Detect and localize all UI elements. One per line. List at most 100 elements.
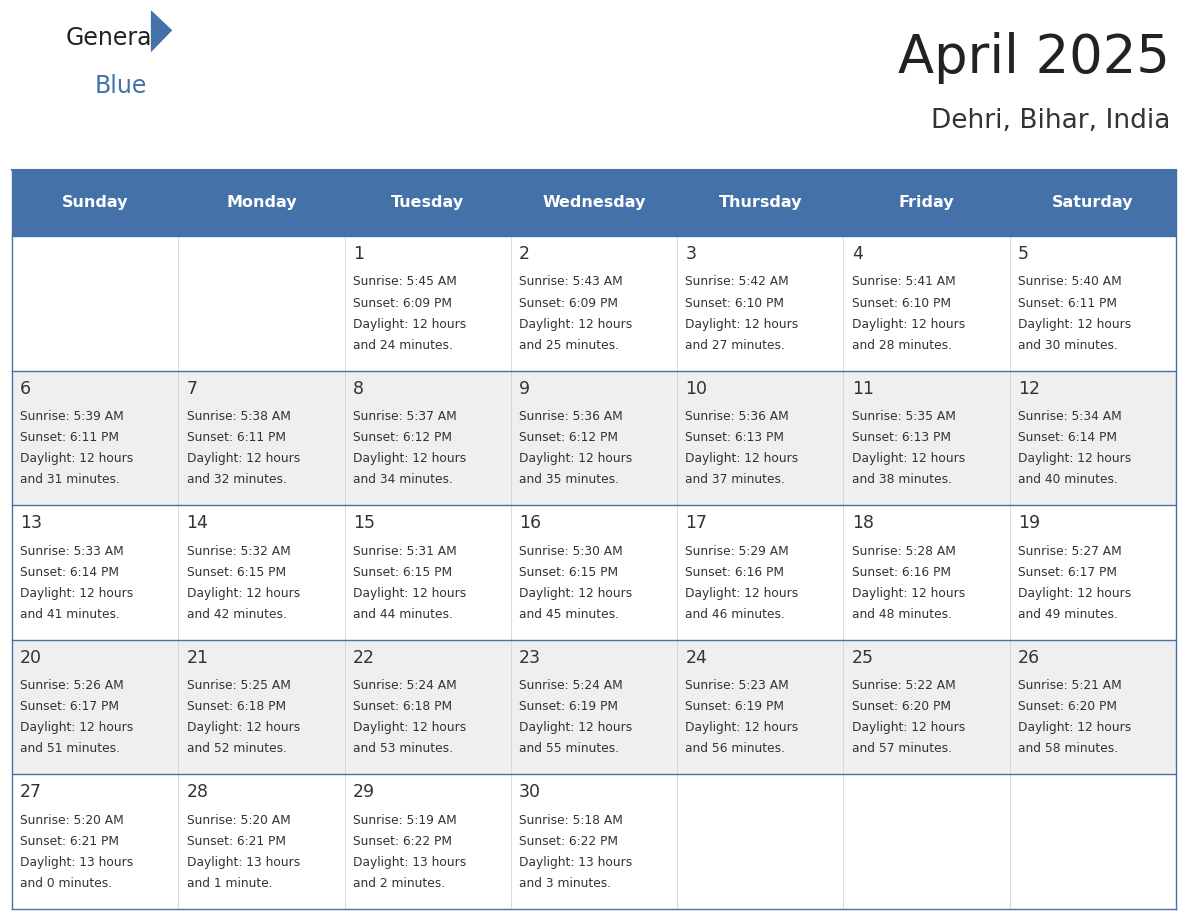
Text: and 3 minutes.: and 3 minutes. bbox=[519, 877, 612, 890]
Text: Sunrise: 5:39 AM: Sunrise: 5:39 AM bbox=[20, 410, 124, 423]
Text: 29: 29 bbox=[353, 783, 375, 801]
Bar bbox=[12, 640, 1176, 774]
Text: Daylight: 12 hours: Daylight: 12 hours bbox=[187, 722, 299, 734]
Text: Daylight: 12 hours: Daylight: 12 hours bbox=[353, 453, 466, 465]
Text: Sunset: 6:09 PM: Sunset: 6:09 PM bbox=[519, 297, 618, 309]
Text: Daylight: 12 hours: Daylight: 12 hours bbox=[353, 318, 466, 330]
Text: Sunrise: 5:22 AM: Sunrise: 5:22 AM bbox=[852, 679, 955, 692]
Text: Sunset: 6:11 PM: Sunset: 6:11 PM bbox=[1018, 297, 1117, 309]
Text: Sunrise: 5:43 AM: Sunrise: 5:43 AM bbox=[519, 275, 623, 288]
Text: Sunset: 6:18 PM: Sunset: 6:18 PM bbox=[353, 700, 451, 713]
Text: Sunday: Sunday bbox=[62, 196, 128, 210]
Text: and 44 minutes.: and 44 minutes. bbox=[353, 608, 453, 621]
Text: 14: 14 bbox=[187, 514, 208, 532]
Text: Daylight: 12 hours: Daylight: 12 hours bbox=[1018, 318, 1131, 330]
Bar bbox=[12, 505, 1176, 640]
Text: 19: 19 bbox=[1018, 514, 1041, 532]
Text: and 37 minutes.: and 37 minutes. bbox=[685, 474, 785, 487]
Text: Daylight: 12 hours: Daylight: 12 hours bbox=[852, 453, 965, 465]
Text: 21: 21 bbox=[187, 649, 209, 666]
Text: and 24 minutes.: and 24 minutes. bbox=[353, 339, 453, 352]
Text: Sunset: 6:22 PM: Sunset: 6:22 PM bbox=[353, 834, 451, 848]
Text: and 56 minutes.: and 56 minutes. bbox=[685, 743, 785, 756]
Text: April 2025: April 2025 bbox=[898, 32, 1170, 84]
Text: 4: 4 bbox=[852, 245, 862, 263]
Text: Daylight: 12 hours: Daylight: 12 hours bbox=[187, 453, 299, 465]
Text: Sunset: 6:21 PM: Sunset: 6:21 PM bbox=[187, 834, 285, 848]
Text: Daylight: 13 hours: Daylight: 13 hours bbox=[20, 856, 133, 869]
Text: Daylight: 12 hours: Daylight: 12 hours bbox=[20, 722, 133, 734]
Text: Sunset: 6:19 PM: Sunset: 6:19 PM bbox=[519, 700, 618, 713]
Text: 10: 10 bbox=[685, 380, 708, 397]
Text: 25: 25 bbox=[852, 649, 874, 666]
Text: and 41 minutes.: and 41 minutes. bbox=[20, 608, 120, 621]
Text: Daylight: 13 hours: Daylight: 13 hours bbox=[519, 856, 632, 869]
Text: and 34 minutes.: and 34 minutes. bbox=[353, 474, 453, 487]
Text: Daylight: 12 hours: Daylight: 12 hours bbox=[685, 318, 798, 330]
Text: Sunrise: 5:34 AM: Sunrise: 5:34 AM bbox=[1018, 410, 1121, 423]
Text: Sunrise: 5:36 AM: Sunrise: 5:36 AM bbox=[519, 410, 623, 423]
Text: 26: 26 bbox=[1018, 649, 1041, 666]
Text: Daylight: 12 hours: Daylight: 12 hours bbox=[685, 453, 798, 465]
Text: and 53 minutes.: and 53 minutes. bbox=[353, 743, 453, 756]
Text: Tuesday: Tuesday bbox=[391, 196, 465, 210]
Text: Sunrise: 5:27 AM: Sunrise: 5:27 AM bbox=[1018, 544, 1121, 557]
Text: Sunrise: 5:38 AM: Sunrise: 5:38 AM bbox=[187, 410, 290, 423]
Text: Sunrise: 5:21 AM: Sunrise: 5:21 AM bbox=[1018, 679, 1121, 692]
Text: Monday: Monday bbox=[226, 196, 297, 210]
Text: and 25 minutes.: and 25 minutes. bbox=[519, 339, 619, 352]
Bar bbox=[12, 170, 1176, 236]
Polygon shape bbox=[151, 10, 172, 52]
Text: Daylight: 12 hours: Daylight: 12 hours bbox=[852, 722, 965, 734]
Text: Sunset: 6:17 PM: Sunset: 6:17 PM bbox=[20, 700, 119, 713]
Text: Sunset: 6:09 PM: Sunset: 6:09 PM bbox=[353, 297, 451, 309]
Text: and 45 minutes.: and 45 minutes. bbox=[519, 608, 619, 621]
Text: Daylight: 12 hours: Daylight: 12 hours bbox=[685, 587, 798, 599]
Text: Daylight: 13 hours: Daylight: 13 hours bbox=[353, 856, 466, 869]
Text: and 1 minute.: and 1 minute. bbox=[187, 877, 272, 890]
Text: Sunset: 6:13 PM: Sunset: 6:13 PM bbox=[852, 431, 950, 444]
Text: Sunrise: 5:20 AM: Sunrise: 5:20 AM bbox=[187, 813, 290, 827]
Text: and 32 minutes.: and 32 minutes. bbox=[187, 474, 286, 487]
Text: and 46 minutes.: and 46 minutes. bbox=[685, 608, 785, 621]
Text: Sunset: 6:15 PM: Sunset: 6:15 PM bbox=[187, 565, 285, 578]
Text: 15: 15 bbox=[353, 514, 375, 532]
Text: Sunset: 6:12 PM: Sunset: 6:12 PM bbox=[353, 431, 451, 444]
Text: Daylight: 12 hours: Daylight: 12 hours bbox=[519, 722, 632, 734]
Text: and 48 minutes.: and 48 minutes. bbox=[852, 608, 952, 621]
Text: Daylight: 12 hours: Daylight: 12 hours bbox=[353, 722, 466, 734]
Text: Sunset: 6:11 PM: Sunset: 6:11 PM bbox=[20, 431, 119, 444]
Text: and 2 minutes.: and 2 minutes. bbox=[353, 877, 446, 890]
Text: Sunrise: 5:41 AM: Sunrise: 5:41 AM bbox=[852, 275, 955, 288]
Text: 28: 28 bbox=[187, 783, 209, 801]
Text: Sunset: 6:12 PM: Sunset: 6:12 PM bbox=[519, 431, 618, 444]
Text: 5: 5 bbox=[1018, 245, 1029, 263]
Text: Sunrise: 5:32 AM: Sunrise: 5:32 AM bbox=[187, 544, 290, 557]
Text: Friday: Friday bbox=[899, 196, 954, 210]
Text: 23: 23 bbox=[519, 649, 542, 666]
Text: Sunset: 6:10 PM: Sunset: 6:10 PM bbox=[852, 297, 950, 309]
Text: Daylight: 12 hours: Daylight: 12 hours bbox=[1018, 587, 1131, 599]
Text: Wednesday: Wednesday bbox=[542, 196, 646, 210]
Text: and 30 minutes.: and 30 minutes. bbox=[1018, 339, 1118, 352]
Text: and 31 minutes.: and 31 minutes. bbox=[20, 474, 120, 487]
Text: and 38 minutes.: and 38 minutes. bbox=[852, 474, 952, 487]
Text: and 52 minutes.: and 52 minutes. bbox=[187, 743, 286, 756]
Text: and 57 minutes.: and 57 minutes. bbox=[852, 743, 952, 756]
Text: 27: 27 bbox=[20, 783, 43, 801]
Text: Sunset: 6:20 PM: Sunset: 6:20 PM bbox=[852, 700, 950, 713]
Text: Sunrise: 5:20 AM: Sunrise: 5:20 AM bbox=[20, 813, 124, 827]
Text: Sunset: 6:14 PM: Sunset: 6:14 PM bbox=[1018, 431, 1117, 444]
Text: 30: 30 bbox=[519, 783, 542, 801]
Text: Sunrise: 5:24 AM: Sunrise: 5:24 AM bbox=[353, 679, 456, 692]
Text: Sunrise: 5:25 AM: Sunrise: 5:25 AM bbox=[187, 679, 290, 692]
Text: Daylight: 12 hours: Daylight: 12 hours bbox=[20, 453, 133, 465]
Text: and 27 minutes.: and 27 minutes. bbox=[685, 339, 785, 352]
Text: and 0 minutes.: and 0 minutes. bbox=[20, 877, 113, 890]
Text: 1: 1 bbox=[353, 245, 364, 263]
Text: 9: 9 bbox=[519, 380, 530, 397]
Text: 18: 18 bbox=[852, 514, 874, 532]
Text: and 55 minutes.: and 55 minutes. bbox=[519, 743, 619, 756]
Text: Daylight: 13 hours: Daylight: 13 hours bbox=[187, 856, 299, 869]
Text: Thursday: Thursday bbox=[719, 196, 802, 210]
